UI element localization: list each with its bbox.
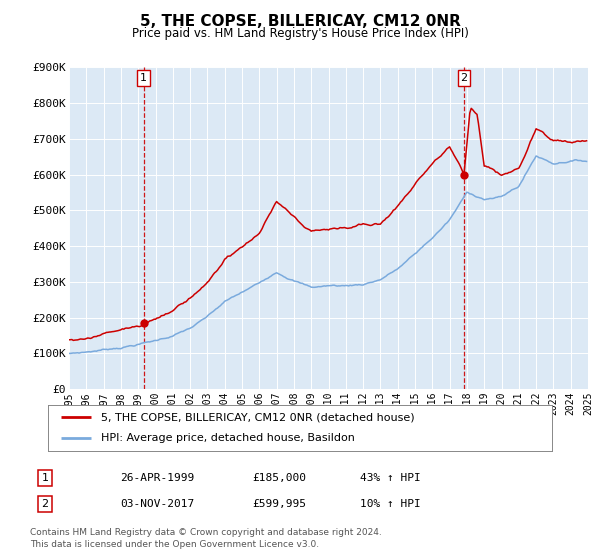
Text: 03-NOV-2017: 03-NOV-2017 — [120, 499, 194, 509]
Text: Price paid vs. HM Land Registry's House Price Index (HPI): Price paid vs. HM Land Registry's House … — [131, 27, 469, 40]
Text: £185,000: £185,000 — [252, 473, 306, 483]
Text: 2: 2 — [41, 499, 49, 509]
Text: HPI: Average price, detached house, Basildon: HPI: Average price, detached house, Basi… — [101, 433, 355, 444]
Text: 43% ↑ HPI: 43% ↑ HPI — [360, 473, 421, 483]
Text: 2: 2 — [461, 73, 467, 83]
Text: £599,995: £599,995 — [252, 499, 306, 509]
Text: Contains HM Land Registry data © Crown copyright and database right 2024.
This d: Contains HM Land Registry data © Crown c… — [30, 528, 382, 549]
Text: 5, THE COPSE, BILLERICAY, CM12 0NR (detached house): 5, THE COPSE, BILLERICAY, CM12 0NR (deta… — [101, 412, 415, 422]
Text: 26-APR-1999: 26-APR-1999 — [120, 473, 194, 483]
Text: 5, THE COPSE, BILLERICAY, CM12 0NR: 5, THE COPSE, BILLERICAY, CM12 0NR — [140, 14, 460, 29]
Text: 1: 1 — [41, 473, 49, 483]
Text: 10% ↑ HPI: 10% ↑ HPI — [360, 499, 421, 509]
Text: 1: 1 — [140, 73, 147, 83]
